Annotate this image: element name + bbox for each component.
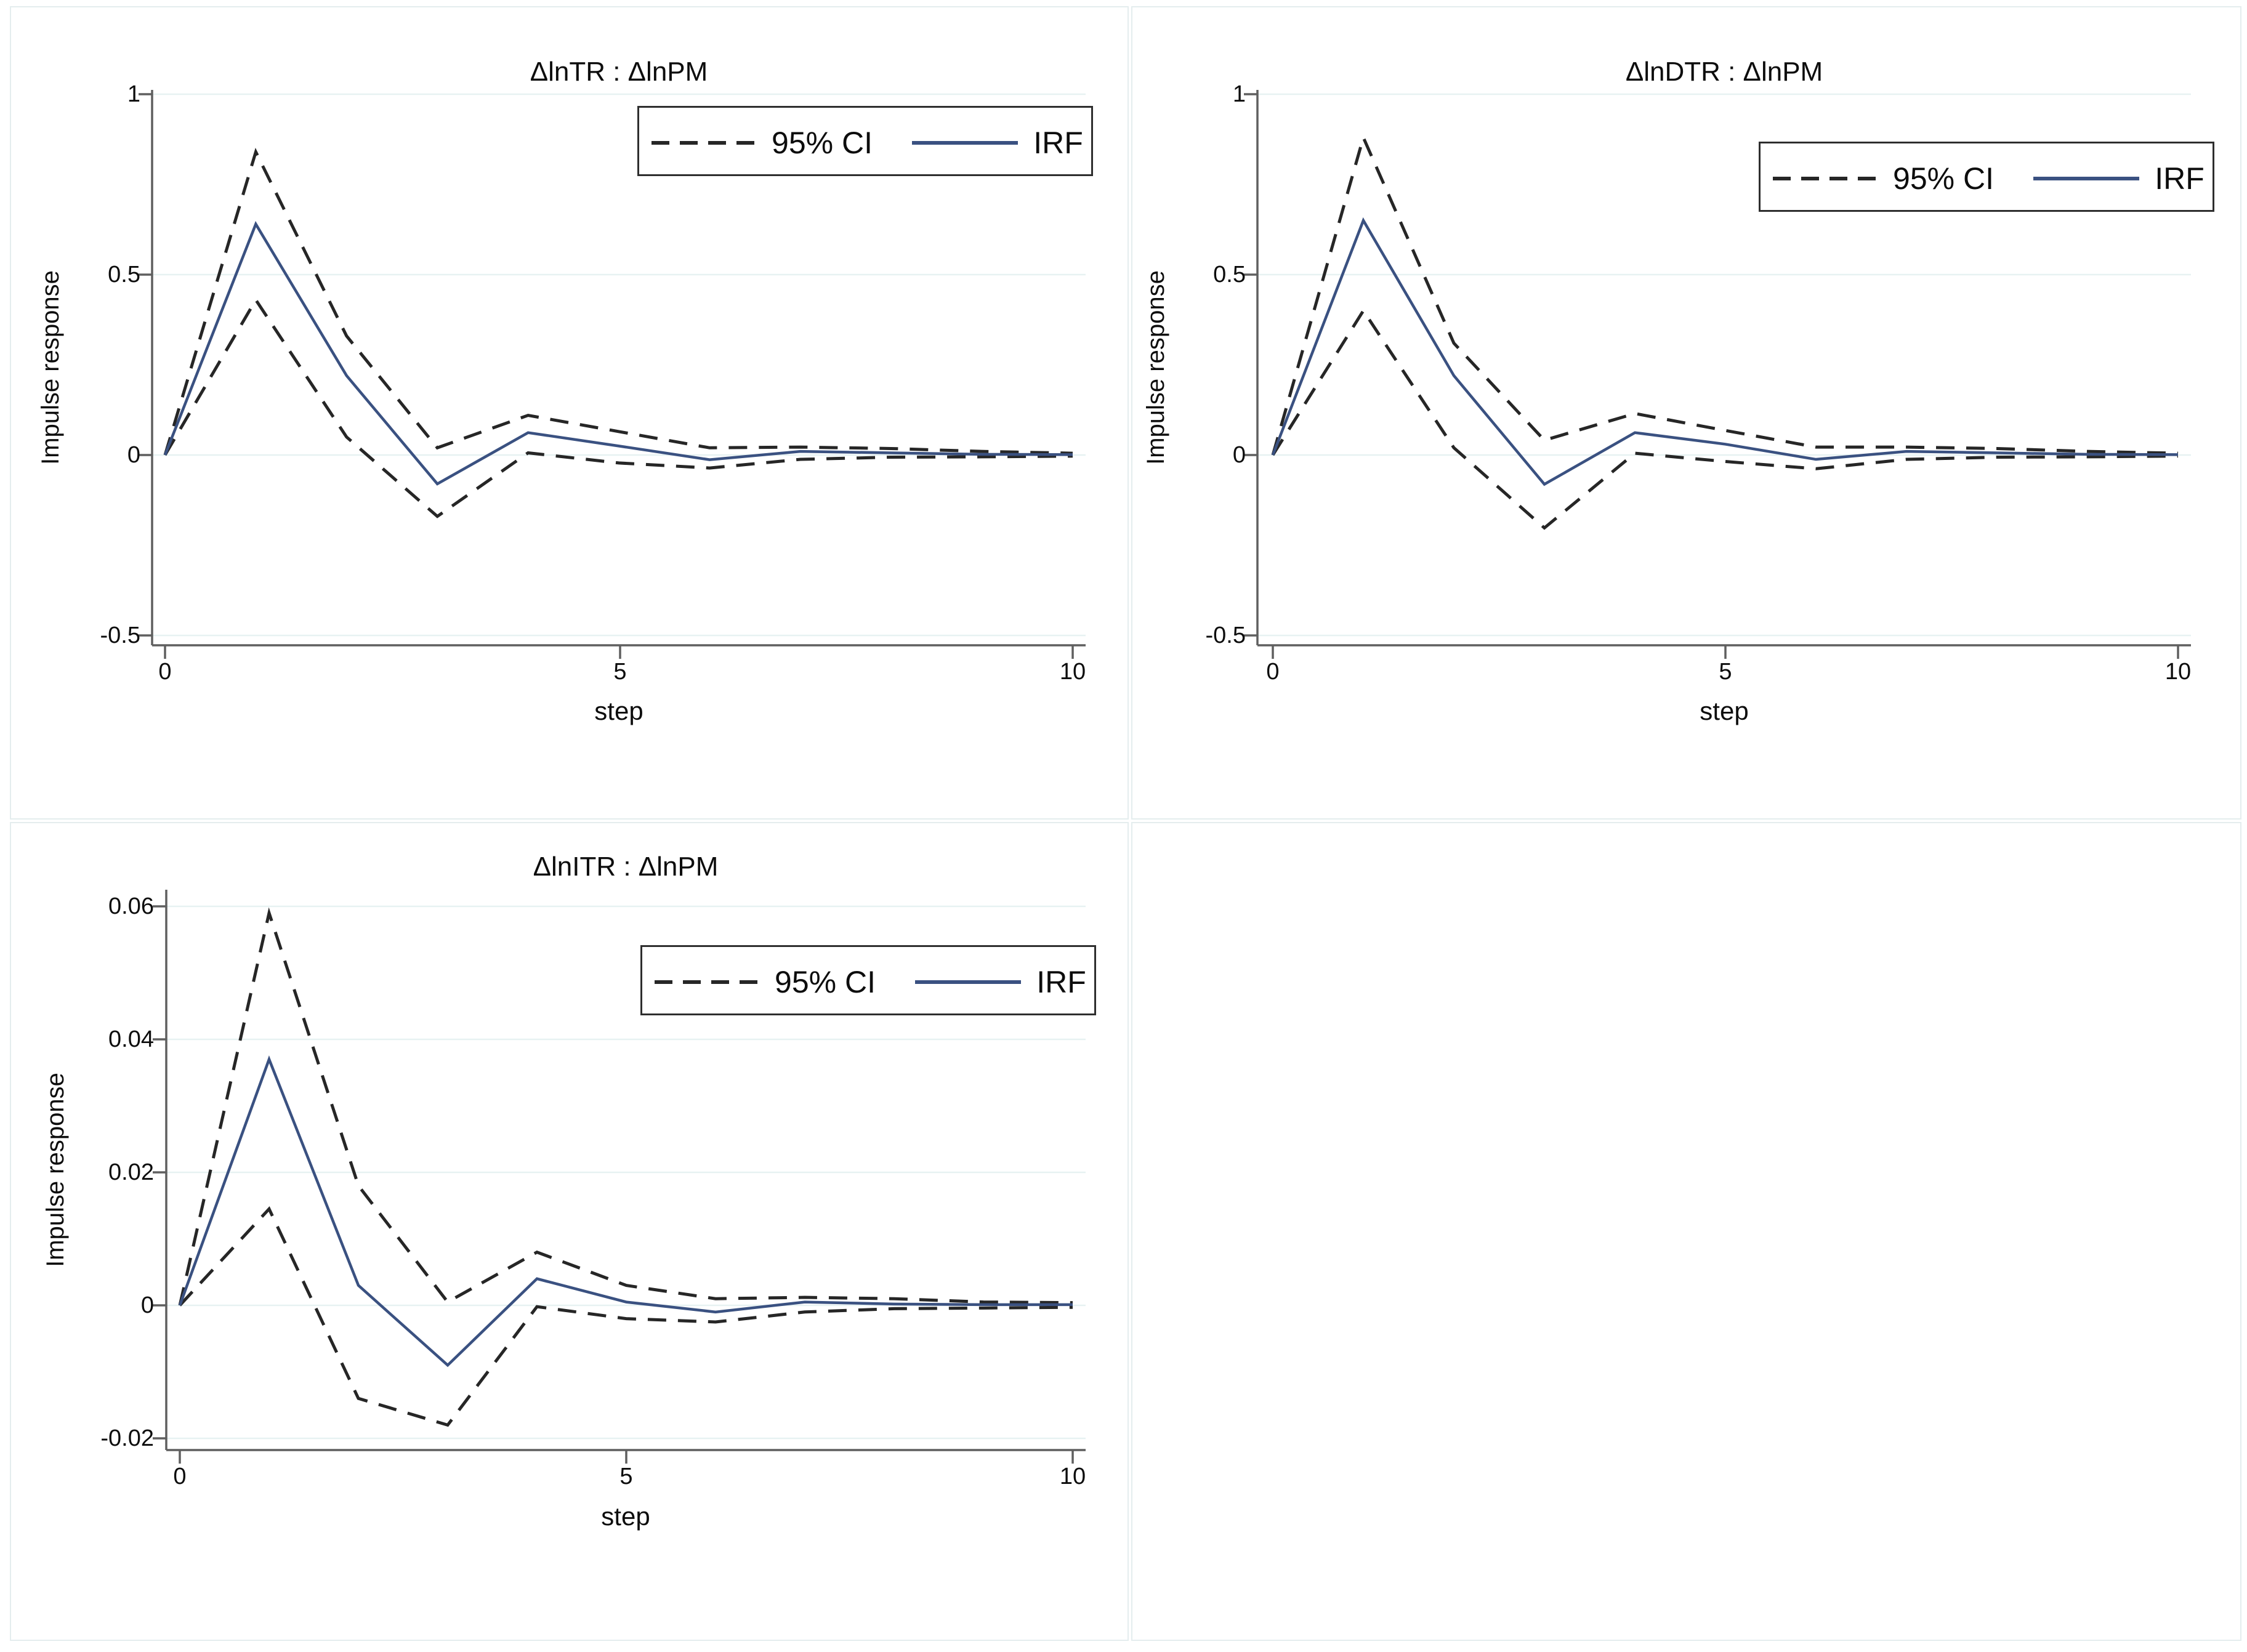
ci-dash-sample-icon bbox=[652, 141, 757, 145]
legend: 95% CI IRF bbox=[640, 945, 1096, 1015]
y-tick-label: 0 bbox=[1232, 442, 1246, 468]
y-tick-label: -0.02 bbox=[100, 1425, 154, 1451]
y-axis-label: Impulse response bbox=[42, 1073, 69, 1267]
y-tick-label: 0.5 bbox=[1213, 262, 1246, 288]
x-tick-label: 5 bbox=[619, 1464, 633, 1489]
ci-dash-sample-icon bbox=[1773, 177, 1879, 180]
y-tick-label: 0 bbox=[140, 1292, 154, 1318]
legend-ci-label: 95% CI bbox=[772, 126, 873, 160]
legend-ci-label: 95% CI bbox=[1893, 161, 1994, 196]
x-tick-label: 10 bbox=[1059, 659, 1086, 685]
chart-title: ΔlnTR : ΔlnPM bbox=[530, 57, 708, 87]
y-tick-label: -0.5 bbox=[1205, 623, 1246, 648]
y-tick-label: 0.02 bbox=[108, 1159, 154, 1185]
x-tick-label: 0 bbox=[173, 1464, 187, 1489]
x-tick-label: 10 bbox=[1059, 1464, 1086, 1489]
x-tick-label: 0 bbox=[1266, 659, 1280, 685]
y-tick-label: 0 bbox=[127, 442, 140, 468]
x-tick-label: 5 bbox=[613, 659, 627, 685]
irf-line-sample-icon bbox=[915, 980, 1021, 984]
legend: 95% CI IRF bbox=[1759, 142, 2214, 212]
irf-line-sample-icon bbox=[912, 141, 1018, 145]
chart-itr-plot bbox=[153, 890, 1086, 1464]
chart-dtr-plot bbox=[1244, 90, 2191, 659]
x-tick-label: 10 bbox=[2164, 659, 2192, 685]
y-tick-label: 0.5 bbox=[108, 262, 140, 288]
chart-title: ΔlnDTR : ΔlnPM bbox=[1625, 57, 1823, 87]
chart-title: ΔlnITR : ΔlnPM bbox=[533, 852, 719, 882]
y-axis-label: Impulse response bbox=[1142, 270, 1169, 465]
x-axis-label: step bbox=[1700, 696, 1749, 725]
legend: 95% CI IRF bbox=[637, 106, 1093, 176]
x-axis-label: step bbox=[601, 1502, 650, 1531]
y-axis-label: Impulse response bbox=[37, 270, 64, 465]
legend-irf-label: IRF bbox=[2155, 161, 2205, 196]
legend-irf-label: IRF bbox=[1033, 126, 1083, 160]
panel-cell-bottom-right bbox=[1131, 822, 2241, 1641]
legend-irf-label: IRF bbox=[1036, 965, 1086, 999]
ci-dash-sample-icon bbox=[655, 980, 760, 984]
chart-tr-plot bbox=[139, 90, 1086, 659]
x-tick-label: 5 bbox=[1719, 659, 1732, 685]
y-tick-label: -0.5 bbox=[100, 623, 140, 648]
legend-ci-label: 95% CI bbox=[775, 965, 876, 999]
x-tick-label: 0 bbox=[158, 659, 172, 685]
irf-line-sample-icon bbox=[2033, 177, 2139, 180]
y-tick-label: 1 bbox=[127, 81, 140, 107]
x-axis-label: step bbox=[594, 696, 643, 725]
y-tick-label: 0.06 bbox=[108, 893, 154, 919]
y-tick-label: 0.04 bbox=[108, 1026, 154, 1052]
y-tick-label: 1 bbox=[1232, 81, 1246, 107]
